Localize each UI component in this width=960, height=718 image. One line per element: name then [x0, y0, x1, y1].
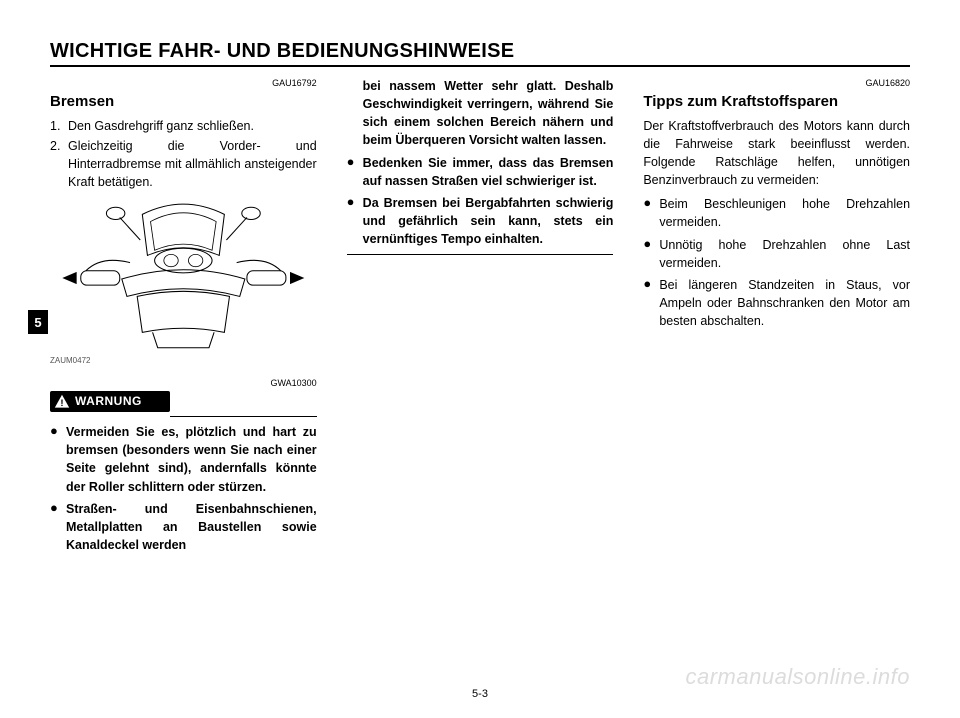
- reference-code: GAU16820: [643, 77, 910, 90]
- column-1: GAU16792 Bremsen 1. Den Gasdrehgriff gan…: [50, 77, 317, 558]
- warning-label: WARNUNG: [75, 393, 142, 410]
- list-item: ● Vermeiden Sie es, plötzlich und hart z…: [50, 423, 317, 496]
- list-number: 2.: [50, 137, 68, 191]
- list-text: Vermeiden Sie es, plötzlich und hart zu …: [66, 423, 317, 496]
- bullet-icon: ●: [50, 423, 66, 496]
- list-item: 1. Den Gasdrehgriff ganz schließen.: [50, 117, 317, 135]
- list-text: bei nassem Wetter sehr glatt. Deshalb Ge…: [363, 77, 614, 150]
- list-text: Beim Beschleunigen hohe Drehzahlen verme…: [659, 195, 910, 231]
- reference-code: GAU16792: [50, 77, 317, 90]
- list-text: Da Bremsen bei Bergabfahrten schwierig u…: [363, 194, 614, 248]
- list-number: 1.: [50, 117, 68, 135]
- list-text: Den Gasdrehgriff ganz schließen.: [68, 117, 317, 135]
- bullet-icon: ●: [347, 154, 363, 190]
- scooter-handlebar-figure: ZAUM0472: [50, 199, 317, 366]
- section-heading-tipps: Tipps zum Kraftstoffsparen: [643, 91, 910, 113]
- page-header: WICHTIGE FAHR- UND BEDIENUNGSHINWEISE: [50, 40, 910, 67]
- bullet-icon: ●: [50, 500, 66, 554]
- list-item: ● Beim Beschleunigen hohe Drehzahlen ver…: [643, 195, 910, 231]
- page-number: 5-3: [472, 688, 488, 700]
- section-heading-bremsen: Bremsen: [50, 91, 317, 113]
- list-item: ● Straßen- und Eisenbahnschienen, Metall…: [50, 500, 317, 554]
- list-text: Gleichzeitig die Vorder- und Hinterradbr…: [68, 137, 317, 191]
- watermark-text: carmanualsonline.info: [685, 664, 910, 690]
- list-item: ● Bei längeren Standzeiten in Staus, vor…: [643, 276, 910, 330]
- list-text: Unnötig hohe Drehzahlen ohne Last vermei…: [659, 236, 910, 272]
- bullet-icon: ●: [643, 276, 659, 330]
- figure-caption: ZAUM0472: [50, 355, 317, 367]
- text-columns: GAU16792 Bremsen 1. Den Gasdrehgriff gan…: [50, 77, 910, 558]
- list-text: Bedenken Sie immer, dass das Bremsen auf…: [363, 154, 614, 190]
- bullet-icon: ●: [347, 194, 363, 248]
- tips-bullet-list: ● Beim Beschleunigen hohe Drehzahlen ver…: [643, 195, 910, 330]
- warning-bullet-list-cont: bei nassem Wetter sehr glatt. Deshalb Ge…: [347, 77, 614, 248]
- bullet-icon: ●: [643, 195, 659, 231]
- column-2: bei nassem Wetter sehr glatt. Deshalb Ge…: [347, 77, 614, 558]
- intro-paragraph: Der Kraftstoffverbrauch des Motors kann …: [643, 117, 910, 190]
- warning-badge: ! WARNUNG: [50, 391, 170, 412]
- page: WICHTIGE FAHR- UND BEDIENUNGSHINWEISE 5 …: [0, 0, 960, 718]
- list-item: ● Bedenken Sie immer, dass das Bremsen a…: [347, 154, 614, 190]
- numbered-list: 1. Den Gasdrehgriff ganz schließen. 2. G…: [50, 117, 317, 192]
- list-text: Bei längeren Standzeiten in Staus, vor A…: [659, 276, 910, 330]
- list-item: bei nassem Wetter sehr glatt. Deshalb Ge…: [347, 77, 614, 150]
- list-text: Straßen- und Eisenbahnschienen, Metallpl…: [66, 500, 317, 554]
- warning-triangle-icon: !: [54, 394, 70, 408]
- section-end-rule: [347, 254, 614, 255]
- page-title: WICHTIGE FAHR- UND BEDIENUNGSHINWEISE: [50, 40, 910, 63]
- header-rule: [50, 65, 910, 67]
- svg-text:!: !: [60, 398, 63, 408]
- list-item: ● Unnötig hohe Drehzahlen ohne Last verm…: [643, 236, 910, 272]
- column-3: GAU16820 Tipps zum Kraftstoffsparen Der …: [643, 77, 910, 558]
- scooter-illustration: [50, 199, 317, 353]
- list-item: ● Da Bremsen bei Bergabfahrten schwierig…: [347, 194, 614, 248]
- chapter-tab: 5: [28, 310, 48, 334]
- warning-rule: [170, 416, 317, 417]
- reference-code: GWA10300: [50, 377, 317, 390]
- list-item: 2. Gleichzeitig die Vorder- und Hinterra…: [50, 137, 317, 191]
- warning-bullet-list: ● Vermeiden Sie es, plötzlich und hart z…: [50, 423, 317, 554]
- bullet-icon: ●: [643, 236, 659, 272]
